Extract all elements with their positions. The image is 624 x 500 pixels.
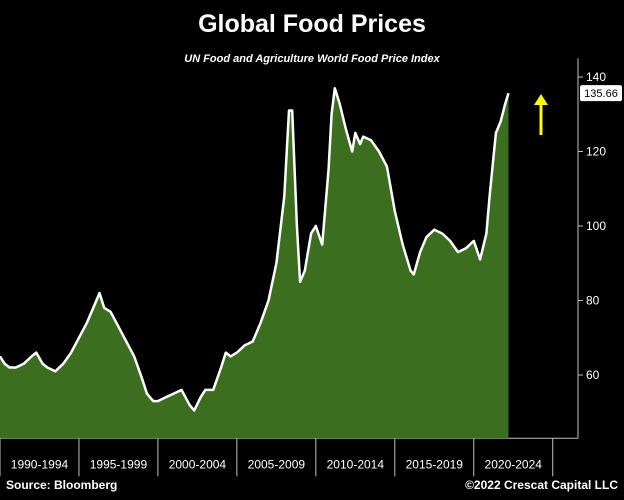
- x-tick-label: 2015-2019: [406, 457, 464, 471]
- y-tick-label: 100: [586, 219, 606, 233]
- arrow-head: [534, 94, 548, 105]
- x-tick-label: 1990-1994: [11, 457, 69, 471]
- chart-title: Global Food Prices: [198, 10, 426, 38]
- arrow: [534, 94, 548, 135]
- x-tick-label: 2020-2024: [485, 457, 543, 471]
- value-label: 135.66: [584, 88, 618, 100]
- y-tick-label: 60: [586, 368, 600, 382]
- y-tick-label: 80: [586, 293, 600, 307]
- x-tick-label: 1995-1999: [90, 457, 148, 471]
- source: Source: Bloomberg: [6, 478, 117, 492]
- chart-subtitle: UN Food and Agriculture World Food Price…: [184, 53, 440, 65]
- credit: ©2022 Crescat Capital LLC: [465, 478, 618, 492]
- x-tick-label: 2005-2009: [248, 457, 306, 471]
- x-tick-label: 2000-2004: [169, 457, 227, 471]
- line: [0, 86, 510, 412]
- value-label-box: [580, 85, 622, 102]
- x-tick-label: 2010-2014: [327, 457, 385, 471]
- area: [0, 88, 509, 439]
- y-tick-label: 140: [586, 70, 606, 84]
- y-tick-label: 120: [586, 145, 606, 159]
